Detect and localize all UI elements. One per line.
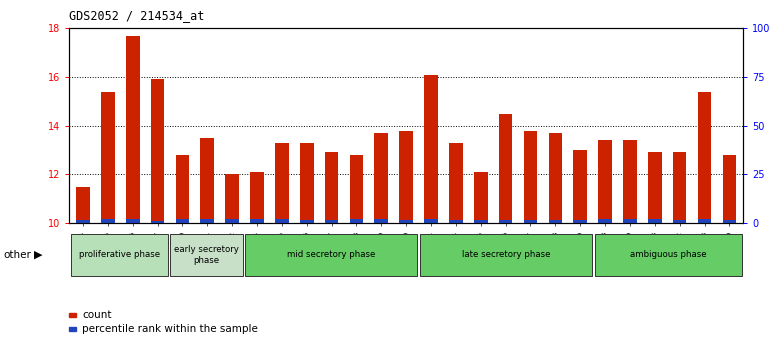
Bar bbox=[374, 133, 388, 223]
Bar bbox=[420, 234, 592, 276]
Bar bbox=[275, 143, 289, 223]
Bar bbox=[176, 219, 189, 223]
Bar bbox=[474, 172, 487, 223]
Bar bbox=[300, 220, 313, 223]
Bar bbox=[275, 219, 289, 223]
Bar bbox=[598, 140, 612, 223]
Text: mid secretory phase: mid secretory phase bbox=[287, 250, 376, 259]
Text: percentile rank within the sample: percentile rank within the sample bbox=[82, 324, 258, 334]
Bar bbox=[400, 220, 413, 223]
Bar bbox=[71, 234, 168, 276]
Bar bbox=[200, 219, 214, 223]
Bar bbox=[245, 234, 417, 276]
Bar bbox=[524, 131, 537, 223]
Bar bbox=[200, 138, 214, 223]
Bar bbox=[574, 220, 587, 223]
Bar bbox=[374, 219, 388, 223]
Text: late secretory phase: late secretory phase bbox=[462, 250, 551, 259]
Bar bbox=[594, 234, 742, 276]
Bar bbox=[598, 219, 612, 223]
Bar bbox=[424, 75, 438, 223]
Bar bbox=[548, 220, 562, 223]
Bar bbox=[623, 140, 637, 223]
Bar bbox=[400, 131, 413, 223]
Text: ambiguous phase: ambiguous phase bbox=[630, 250, 707, 259]
Bar bbox=[548, 133, 562, 223]
Bar bbox=[499, 220, 513, 223]
Bar bbox=[126, 219, 139, 223]
Bar bbox=[449, 143, 463, 223]
Text: proliferative phase: proliferative phase bbox=[79, 250, 159, 259]
Bar bbox=[300, 143, 313, 223]
Bar bbox=[698, 219, 711, 223]
Bar bbox=[126, 36, 139, 223]
Bar bbox=[449, 220, 463, 223]
Text: ▶: ▶ bbox=[34, 250, 42, 260]
Bar bbox=[648, 153, 661, 223]
Text: count: count bbox=[82, 310, 112, 320]
Bar bbox=[350, 155, 363, 223]
Bar bbox=[424, 219, 438, 223]
Bar bbox=[226, 219, 239, 223]
Bar bbox=[250, 172, 264, 223]
Bar bbox=[722, 220, 736, 223]
Bar bbox=[350, 219, 363, 223]
Bar bbox=[474, 220, 487, 223]
Bar bbox=[325, 153, 339, 223]
Bar bbox=[76, 187, 90, 223]
Bar bbox=[250, 219, 264, 223]
Bar bbox=[673, 220, 687, 223]
Bar bbox=[499, 114, 513, 223]
Text: early secretory
phase: early secretory phase bbox=[174, 245, 239, 264]
Bar bbox=[170, 234, 243, 276]
Bar bbox=[176, 155, 189, 223]
Bar bbox=[226, 175, 239, 223]
Bar bbox=[151, 79, 165, 223]
Bar bbox=[698, 92, 711, 223]
Bar bbox=[524, 220, 537, 223]
Bar bbox=[648, 219, 661, 223]
Bar bbox=[722, 155, 736, 223]
Bar bbox=[76, 220, 90, 223]
Bar bbox=[151, 221, 165, 223]
Bar bbox=[574, 150, 587, 223]
Bar bbox=[101, 92, 115, 223]
Bar bbox=[101, 219, 115, 223]
Bar bbox=[623, 219, 637, 223]
Bar bbox=[673, 153, 687, 223]
Text: GDS2052 / 214534_at: GDS2052 / 214534_at bbox=[69, 9, 205, 22]
Bar bbox=[325, 220, 339, 223]
Text: other: other bbox=[4, 250, 32, 260]
